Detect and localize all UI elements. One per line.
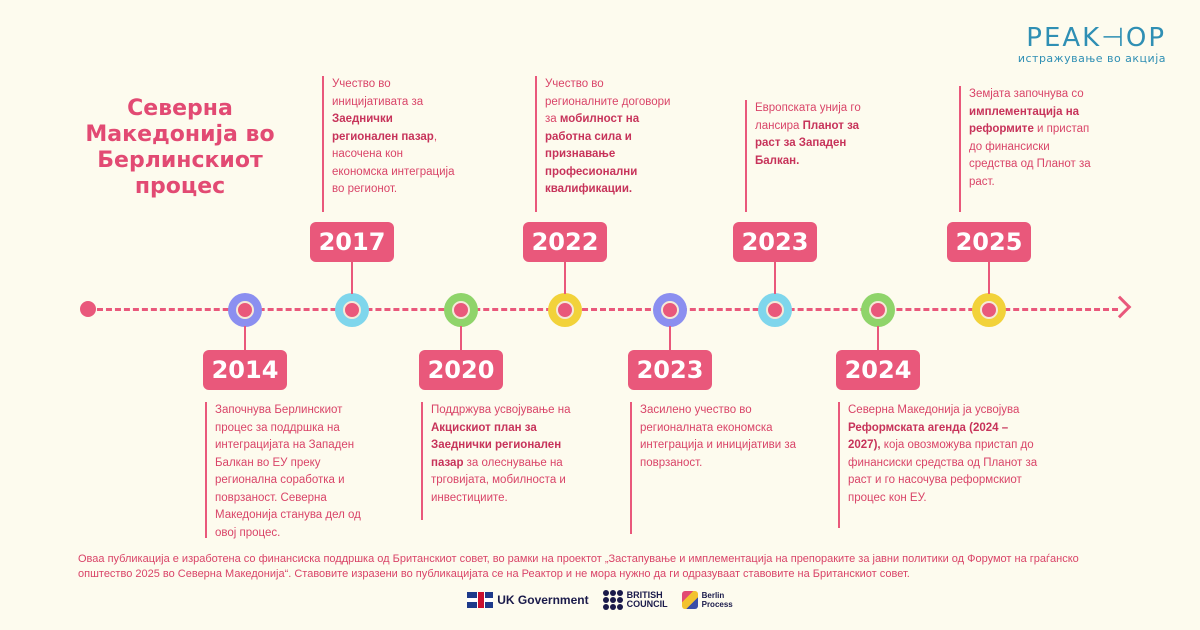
footer-disclaimer: Оваа публикација е изработена со финанси… (78, 553, 1079, 580)
event-description: Европската унија го лансира Планот за ра… (745, 100, 883, 212)
year-connector (988, 262, 990, 294)
desc-text: Засилено учество во регионалната економс… (640, 404, 797, 469)
year-connector (669, 326, 671, 350)
year-badge: 2014 (203, 350, 287, 390)
timeline-node-core (236, 301, 254, 319)
event-description: Учество во регионалните договори за моби… (535, 76, 673, 212)
logo-tagline: истражување во акција (1017, 52, 1166, 65)
uk-flag-icon (467, 592, 494, 608)
year-connector (351, 262, 353, 294)
event-description: Учество во иницијативата за Заеднички ре… (322, 76, 460, 212)
desc-text: Северна Македонија ја усвојува (848, 404, 1020, 416)
year-badge: 2023 (628, 350, 712, 390)
timeline-node (653, 293, 687, 327)
event-description: Земјата започнува со имплементација на р… (959, 86, 1097, 212)
timeline-node (972, 293, 1006, 327)
desc-text: Поддржува усвојување на (431, 404, 571, 416)
desc-text: Земјата започнува со (969, 88, 1084, 100)
berlin-process-logo: Berlin Process (681, 591, 733, 609)
berlin-process-mark-icon (681, 591, 698, 609)
timeline-node-core (556, 301, 574, 319)
timeline-node-core (661, 301, 679, 319)
timeline-node (335, 293, 369, 327)
year-connector (564, 262, 566, 294)
year-badge: 2025 (947, 222, 1031, 262)
event-description: Поддржува усвојување на Акцискиот план з… (421, 402, 589, 520)
british-council-dots-icon (602, 590, 623, 610)
uk-government-logo: UK Government (467, 592, 589, 608)
desc-highlight: Акцискиот план за Заеднички регионален п… (431, 421, 562, 469)
partner-logos: UK Government BRITISH COUNCIL Berlin Pro… (0, 590, 1200, 610)
timeline-node (228, 293, 262, 327)
year-badge: 2020 (419, 350, 503, 390)
page-title: Северна Македонија во Берлинскиот процес (85, 96, 275, 199)
desc-highlight: Заеднички регионален пазар (332, 113, 434, 143)
logo-wordmark: PEAK⊣OP (1026, 23, 1166, 53)
event-description: Започнува Берлинскиот процес за поддршка… (205, 402, 373, 539)
desc-highlight: Планот за раст за Западен Балкан. (755, 119, 860, 167)
timeline-node-core (766, 301, 784, 319)
desc-highlight: мобилност на работна сила и признавање п… (545, 113, 640, 195)
desc-text: Учество во регионалните договори за (545, 78, 671, 125)
timeline-node-core (980, 301, 998, 319)
year-connector (244, 326, 246, 350)
berlin-process-line1: Berlin (701, 591, 725, 600)
reactor-logo: PEAK⊣OP истражување во акција (1018, 24, 1166, 65)
event-description: Засилено учество во регионалната економс… (630, 402, 798, 534)
event-description: Северна Македонија ја усвојува Реформска… (838, 402, 1038, 528)
desc-text: Започнува Берлинскиот процес за поддршка… (215, 404, 361, 539)
british-council-line1: BRITISH (626, 590, 663, 600)
year-badge: 2024 (836, 350, 920, 390)
year-connector (877, 326, 879, 350)
british-council-line2: COUNCIL (626, 599, 668, 609)
timeline-axis (88, 308, 1118, 311)
desc-text: , насочена кон економска интеграција во … (332, 130, 455, 196)
desc-text: Учество во иницијативата за (332, 78, 424, 108)
desc-highlight: имплементација на реформите (969, 105, 1080, 136)
timeline-node (444, 293, 478, 327)
desc-text: Европската унија го лансира (755, 102, 861, 132)
british-council-logo: BRITISH COUNCIL (602, 590, 668, 610)
year-badge: 2023 (733, 222, 817, 262)
timeline-node-core (343, 301, 361, 319)
timeline-start-dot (80, 301, 96, 317)
desc-highlight: Реформската агенда (2024 – 2027), (848, 421, 1009, 452)
year-badge: 2017 (310, 222, 394, 262)
berlin-process-line2: Process (701, 600, 733, 609)
desc-text: која овозможува пристап до финансиски ср… (848, 439, 1038, 504)
timeline-node-core (869, 301, 887, 319)
year-badge: 2022 (523, 222, 607, 262)
timeline-node-core (452, 301, 470, 319)
timeline-node (548, 293, 582, 327)
timeline-node (861, 293, 895, 327)
uk-government-label: UK Government (497, 593, 589, 607)
year-connector (774, 262, 776, 294)
timeline-arrow-icon (1108, 295, 1132, 319)
timeline-node (758, 293, 792, 327)
year-connector (460, 326, 462, 350)
desc-text: и пристап до финансиски средства од План… (969, 123, 1091, 188)
desc-text: за олеснување на трговијата, мобилноста … (431, 456, 566, 504)
